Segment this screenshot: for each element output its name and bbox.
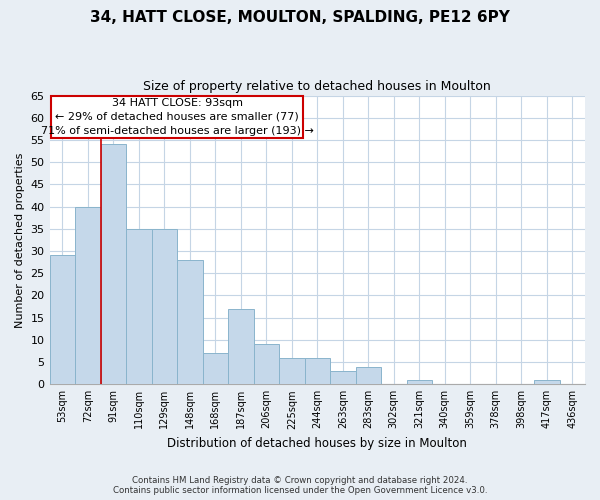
Bar [177,260,203,384]
Bar [279,358,305,384]
Bar [203,353,228,384]
Bar [50,256,75,384]
Text: 34 HATT CLOSE: 93sqm
← 29% of detached houses are smaller (77)
71% of semi-detac: 34 HATT CLOSE: 93sqm ← 29% of detached h… [41,98,313,136]
Text: 34, HATT CLOSE, MOULTON, SPALDING, PE12 6PY: 34, HATT CLOSE, MOULTON, SPALDING, PE12 … [90,10,510,25]
Bar [75,206,101,384]
Bar [305,358,330,384]
Bar [228,309,254,384]
Bar [101,144,126,384]
Bar [330,371,356,384]
Bar [51,96,303,138]
X-axis label: Distribution of detached houses by size in Moulton: Distribution of detached houses by size … [167,437,467,450]
Bar [534,380,560,384]
Bar [152,229,177,384]
Title: Size of property relative to detached houses in Moulton: Size of property relative to detached ho… [143,80,491,93]
Bar [254,344,279,385]
Y-axis label: Number of detached properties: Number of detached properties [15,152,25,328]
Bar [126,229,152,384]
Bar [356,366,381,384]
Bar [407,380,432,384]
Text: Contains HM Land Registry data © Crown copyright and database right 2024.
Contai: Contains HM Land Registry data © Crown c… [113,476,487,495]
